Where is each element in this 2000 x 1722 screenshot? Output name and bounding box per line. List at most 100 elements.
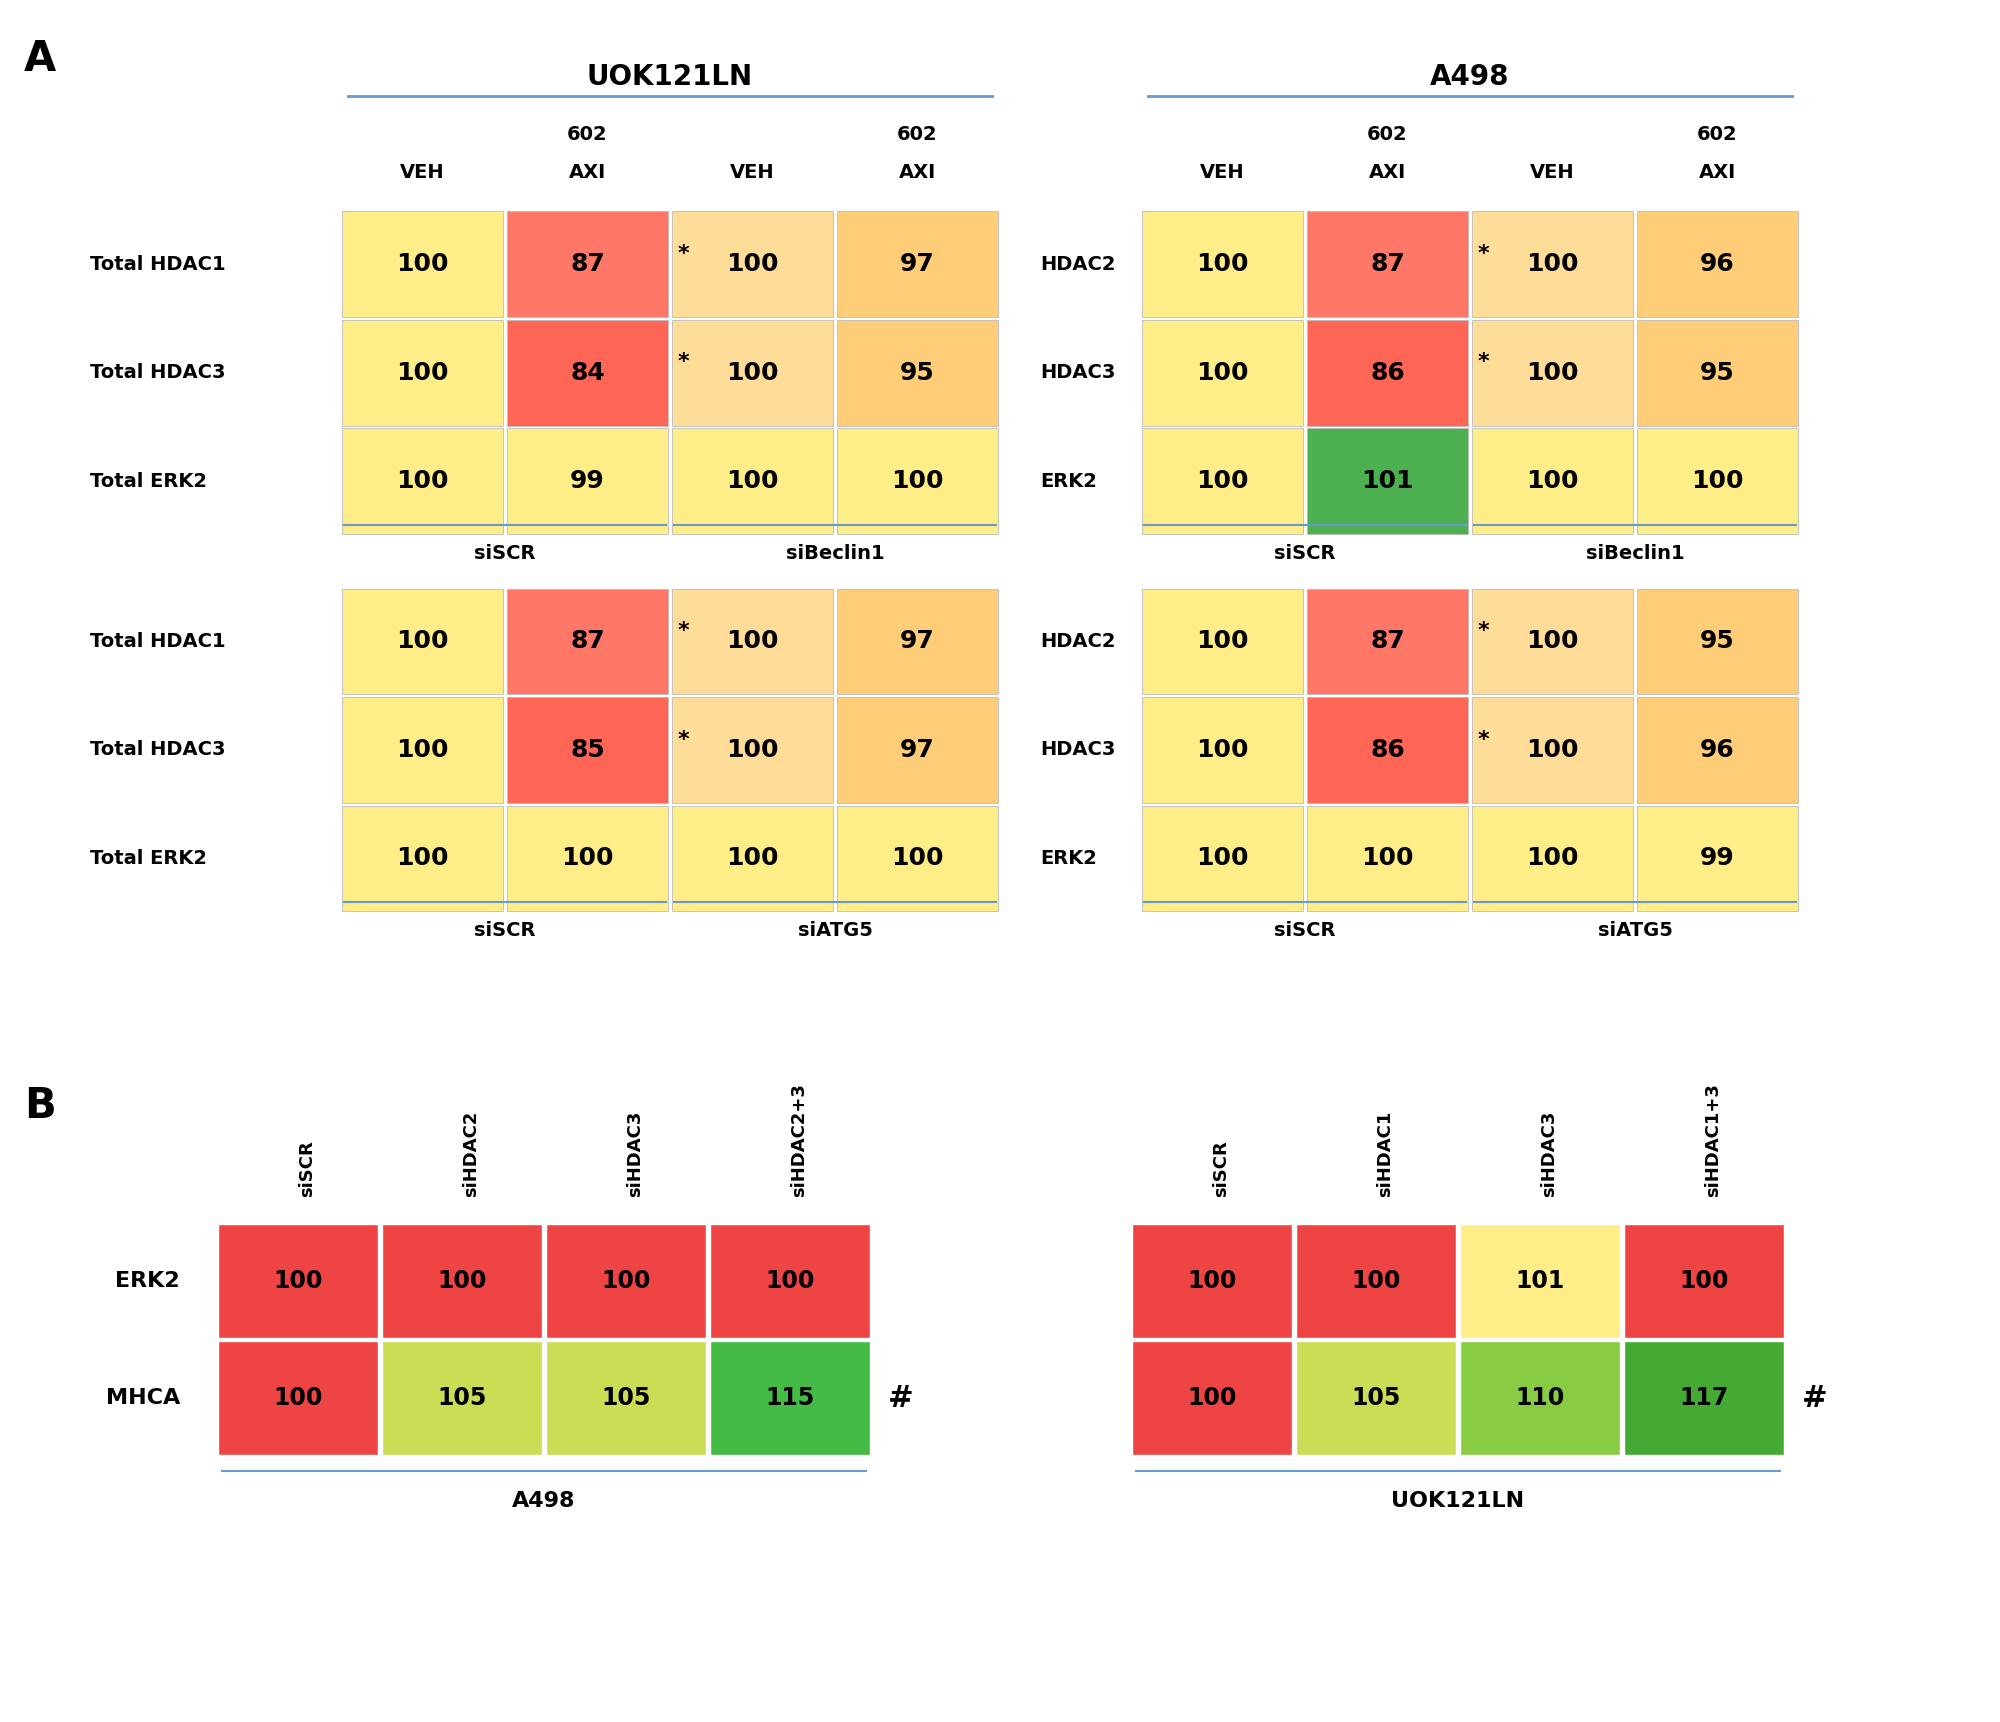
Text: 100: 100 <box>396 362 448 384</box>
Text: 97: 97 <box>900 253 934 276</box>
FancyBboxPatch shape <box>710 1341 870 1455</box>
Text: 100: 100 <box>726 847 778 870</box>
FancyBboxPatch shape <box>1296 1341 1456 1455</box>
FancyBboxPatch shape <box>672 806 834 911</box>
Text: MHCA: MHCA <box>106 1388 180 1409</box>
FancyBboxPatch shape <box>1624 1224 1784 1338</box>
FancyBboxPatch shape <box>836 429 998 534</box>
Text: Total ERK2: Total ERK2 <box>90 472 208 491</box>
FancyBboxPatch shape <box>506 589 668 694</box>
FancyBboxPatch shape <box>1472 589 1634 694</box>
FancyBboxPatch shape <box>506 320 668 425</box>
Text: 115: 115 <box>766 1386 814 1410</box>
Text: 100: 100 <box>1196 739 1248 761</box>
FancyBboxPatch shape <box>1636 212 1798 317</box>
Text: 100: 100 <box>1188 1386 1236 1410</box>
Text: 100: 100 <box>602 1269 650 1293</box>
Text: AXI: AXI <box>898 162 936 183</box>
Text: siSCR: siSCR <box>1274 544 1336 563</box>
FancyBboxPatch shape <box>1306 589 1468 694</box>
Text: 96: 96 <box>1700 253 1734 276</box>
Text: 100: 100 <box>726 739 778 761</box>
Text: 87: 87 <box>1370 253 1404 276</box>
FancyBboxPatch shape <box>1472 429 1634 534</box>
Text: 602: 602 <box>1368 124 1408 145</box>
Text: siHDAC1+3: siHDAC1+3 <box>1704 1083 1722 1197</box>
Text: HDAC3: HDAC3 <box>1040 740 1116 759</box>
FancyBboxPatch shape <box>836 806 998 911</box>
Text: Total HDAC3: Total HDAC3 <box>90 363 226 382</box>
Text: *: * <box>678 245 690 263</box>
Text: 100: 100 <box>1526 470 1578 492</box>
FancyBboxPatch shape <box>1132 1224 1292 1338</box>
FancyBboxPatch shape <box>1636 806 1798 911</box>
FancyBboxPatch shape <box>672 320 834 425</box>
FancyBboxPatch shape <box>1142 212 1304 317</box>
Text: 105: 105 <box>602 1386 650 1410</box>
FancyBboxPatch shape <box>546 1224 706 1338</box>
Text: siSCR: siSCR <box>1274 921 1336 940</box>
Text: 95: 95 <box>900 362 934 384</box>
Text: #: # <box>1802 1384 1828 1412</box>
Text: 100: 100 <box>562 847 614 870</box>
FancyBboxPatch shape <box>342 806 504 911</box>
Text: 100: 100 <box>726 630 778 653</box>
Text: *: * <box>1478 730 1490 749</box>
FancyBboxPatch shape <box>342 589 504 694</box>
Text: siHDAC3: siHDAC3 <box>626 1111 644 1197</box>
Text: B: B <box>24 1085 56 1126</box>
Text: siATG5: siATG5 <box>798 921 872 940</box>
FancyBboxPatch shape <box>1142 429 1304 534</box>
Text: 87: 87 <box>570 253 604 276</box>
Text: 100: 100 <box>1196 630 1248 653</box>
FancyBboxPatch shape <box>546 1341 706 1455</box>
FancyBboxPatch shape <box>342 212 504 317</box>
Text: 110: 110 <box>1516 1386 1564 1410</box>
Text: VEH: VEH <box>1530 162 1574 183</box>
Text: ERK2: ERK2 <box>1040 849 1096 868</box>
Text: 100: 100 <box>396 739 448 761</box>
FancyBboxPatch shape <box>506 806 668 911</box>
Text: 100: 100 <box>892 470 944 492</box>
FancyBboxPatch shape <box>836 589 998 694</box>
FancyBboxPatch shape <box>1636 589 1798 694</box>
FancyBboxPatch shape <box>1472 806 1634 911</box>
Text: HDAC3: HDAC3 <box>1040 363 1116 382</box>
Text: VEH: VEH <box>730 162 774 183</box>
Text: 100: 100 <box>726 362 778 384</box>
Text: 99: 99 <box>570 470 604 492</box>
Text: siSCR: siSCR <box>474 921 536 940</box>
Text: 100: 100 <box>1680 1269 1728 1293</box>
Text: UOK121LN: UOK121LN <box>586 64 754 91</box>
Text: 95: 95 <box>1700 630 1734 653</box>
Text: 602: 602 <box>568 124 608 145</box>
FancyBboxPatch shape <box>1636 429 1798 534</box>
FancyBboxPatch shape <box>836 320 998 425</box>
FancyBboxPatch shape <box>710 1224 870 1338</box>
Text: siHDAC3: siHDAC3 <box>1540 1111 1558 1197</box>
FancyBboxPatch shape <box>1460 1341 1620 1455</box>
Text: 105: 105 <box>438 1386 486 1410</box>
Text: 100: 100 <box>274 1269 322 1293</box>
Text: 100: 100 <box>396 630 448 653</box>
FancyBboxPatch shape <box>506 697 668 802</box>
Text: 101: 101 <box>1516 1269 1564 1293</box>
Text: 100: 100 <box>1526 630 1578 653</box>
Text: 100: 100 <box>1196 253 1248 276</box>
FancyBboxPatch shape <box>1306 697 1468 802</box>
Text: 86: 86 <box>1370 362 1404 384</box>
FancyBboxPatch shape <box>1142 589 1304 694</box>
Text: VEH: VEH <box>400 162 444 183</box>
FancyBboxPatch shape <box>1306 320 1468 425</box>
FancyBboxPatch shape <box>342 429 504 534</box>
FancyBboxPatch shape <box>506 429 668 534</box>
Text: Total ERK2: Total ERK2 <box>90 849 208 868</box>
Text: HDAC2: HDAC2 <box>1040 255 1116 274</box>
FancyBboxPatch shape <box>1472 697 1634 802</box>
Text: AXI: AXI <box>1368 162 1406 183</box>
Text: 100: 100 <box>766 1269 814 1293</box>
Text: UOK121LN: UOK121LN <box>1392 1491 1524 1512</box>
Text: 117: 117 <box>1680 1386 1728 1410</box>
Text: 97: 97 <box>900 739 934 761</box>
FancyBboxPatch shape <box>836 212 998 317</box>
